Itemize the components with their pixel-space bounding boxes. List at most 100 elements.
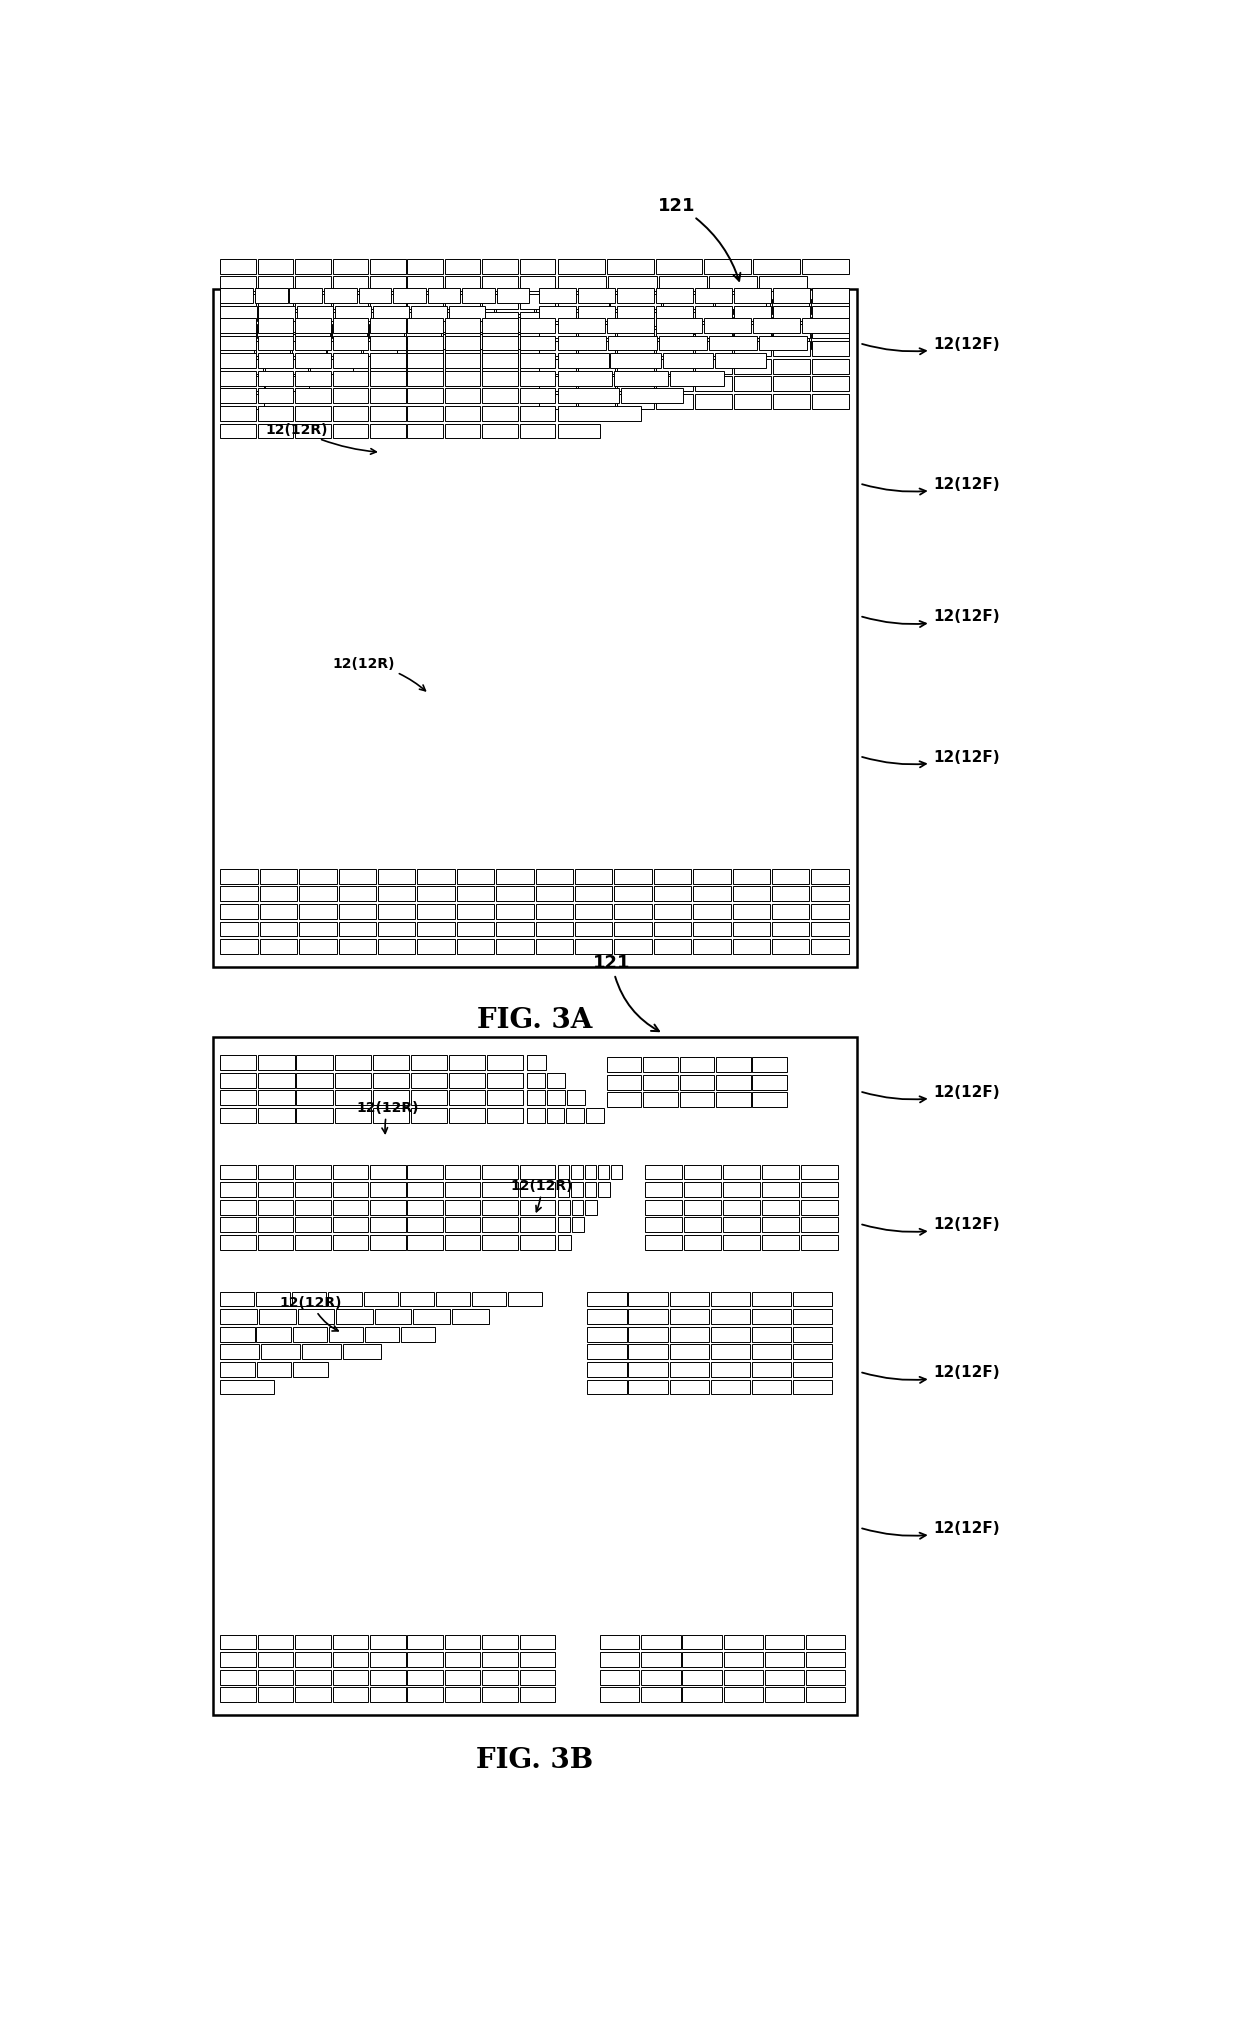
Bar [558, 277, 606, 291]
Bar [410, 1056, 446, 1070]
Bar [487, 1056, 523, 1070]
Bar [558, 336, 606, 352]
Bar [258, 330, 293, 344]
Bar [258, 1635, 293, 1649]
Bar [378, 904, 415, 918]
Bar [339, 922, 376, 937]
Bar [753, 1058, 787, 1072]
Text: FIG. 3A: FIG. 3A [477, 1005, 593, 1034]
Bar [684, 1165, 722, 1179]
Bar [773, 394, 810, 409]
Bar [408, 1687, 443, 1701]
Bar [370, 407, 405, 421]
Bar [405, 324, 441, 340]
Bar [682, 1653, 722, 1667]
Bar [547, 1090, 564, 1107]
Bar [753, 1092, 787, 1109]
Bar [670, 1293, 709, 1307]
Bar [811, 336, 849, 350]
Bar [575, 904, 613, 918]
Bar [811, 886, 849, 902]
Bar [378, 941, 415, 955]
Bar [656, 307, 693, 322]
Bar [520, 1653, 556, 1667]
Bar [588, 1309, 626, 1325]
Bar [332, 336, 368, 352]
Bar [588, 1293, 626, 1307]
Text: FIG. 3B: FIG. 3B [476, 1746, 593, 1772]
Bar [449, 307, 485, 322]
Bar [751, 1309, 791, 1325]
Bar [335, 1109, 371, 1123]
Bar [773, 342, 810, 356]
Bar [536, 922, 573, 937]
Bar [372, 1072, 409, 1088]
Bar [527, 1090, 544, 1107]
Bar [408, 1218, 443, 1232]
Bar [539, 307, 577, 322]
Bar [645, 1183, 682, 1198]
Bar [539, 324, 577, 340]
Bar [723, 1218, 760, 1232]
Bar [255, 342, 290, 356]
Bar [496, 922, 533, 937]
Bar [520, 277, 556, 291]
Bar [670, 1361, 709, 1378]
Bar [456, 870, 495, 884]
Bar [670, 312, 724, 328]
Bar [572, 1200, 583, 1216]
Bar [221, 342, 254, 356]
Bar [373, 307, 409, 322]
Bar [709, 336, 758, 352]
Bar [456, 941, 495, 955]
Bar [618, 376, 653, 392]
Bar [413, 1309, 450, 1325]
Bar [295, 312, 331, 328]
Bar [482, 312, 518, 328]
Bar [295, 372, 331, 386]
Bar [329, 1327, 363, 1341]
Bar [585, 1183, 596, 1198]
Bar [609, 277, 657, 291]
Bar [408, 407, 443, 421]
Bar [487, 1090, 523, 1107]
Bar [482, 1236, 518, 1250]
Bar [370, 1218, 405, 1232]
Bar [370, 295, 405, 310]
Bar [370, 330, 405, 344]
Bar [693, 318, 730, 332]
Bar [482, 1200, 518, 1216]
Bar [445, 366, 480, 380]
Bar [370, 1236, 405, 1250]
Bar [567, 1109, 584, 1123]
Bar [221, 1380, 274, 1394]
Bar [370, 354, 405, 368]
Bar [801, 1165, 838, 1179]
Bar [715, 1058, 750, 1072]
Bar [694, 360, 732, 374]
Bar [765, 1687, 804, 1701]
Bar [704, 259, 751, 275]
Bar [482, 425, 518, 439]
Bar [575, 336, 613, 350]
Bar [257, 1327, 290, 1341]
Bar [418, 886, 455, 902]
Bar [259, 922, 298, 937]
Bar [213, 1038, 857, 1716]
Bar [773, 886, 810, 902]
Bar [295, 407, 331, 421]
Bar [587, 1109, 604, 1123]
Bar [536, 904, 573, 918]
Bar [606, 259, 653, 275]
Bar [332, 354, 368, 368]
Bar [258, 1687, 293, 1701]
Bar [482, 1165, 518, 1179]
Bar [812, 324, 849, 340]
Bar [715, 1074, 750, 1090]
Bar [293, 1293, 326, 1307]
Bar [221, 1200, 255, 1216]
Bar [656, 376, 693, 392]
Bar [456, 904, 495, 918]
Bar [811, 870, 849, 884]
Bar [299, 886, 336, 902]
